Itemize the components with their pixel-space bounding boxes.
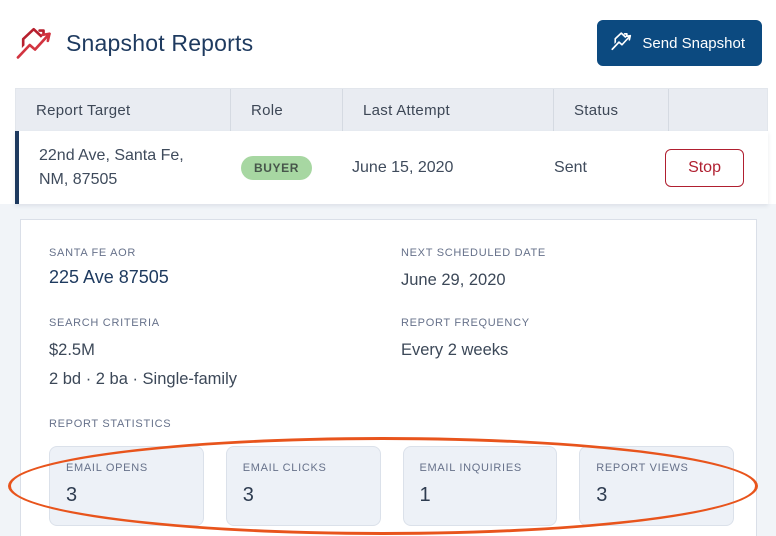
stat-report-views: REPORT VIEWS 3	[579, 445, 734, 526]
stat-email-opens: EMAIL OPENS 3	[49, 445, 204, 526]
stat-email-clicks: EMAIL CLICKS 3	[225, 445, 381, 526]
next-scheduled-label: NEXT SCHEDULED DATE	[401, 247, 546, 259]
stat-value: 3	[596, 483, 608, 506]
stat-label: REPORT VIEWS	[596, 461, 689, 474]
frequency-field: REPORT FREQUENCY Every 2 weeks	[401, 317, 734, 393]
table-row[interactable]: 22nd Ave, Santa Fe, NM, 87505 BUYER June…	[15, 131, 768, 204]
stat-value: 1	[419, 483, 431, 506]
column-header-role: Role	[231, 89, 343, 131]
stat-label: EMAIL OPENS	[66, 461, 148, 474]
buyer-role-badge: BUYER	[241, 155, 313, 180]
column-header-actions	[669, 89, 767, 131]
aor-label: SANTA FE AOR	[49, 247, 137, 259]
column-header-report-target: Report Target	[16, 89, 231, 131]
send-snapshot-button[interactable]: Send Snapshot	[597, 20, 762, 66]
report-detail-panel: SANTA FE AOR 225 Ave 87505 NEXT SCHEDULE…	[8, 219, 758, 536]
snapshot-house-trend-icon	[14, 22, 56, 64]
column-header-status: Status	[554, 89, 669, 131]
page-header: Snapshot Reports Send Snapshot	[0, 0, 776, 88]
action-cell: Stop	[645, 137, 768, 199]
table-header-row: Report Target Role Last Attempt Status	[15, 88, 768, 131]
stat-label: EMAIL CLICKS	[242, 461, 327, 474]
stop-button[interactable]: Stop	[665, 148, 744, 187]
role-cell: BUYER	[221, 144, 332, 192]
search-criteria-specs: 2 bd · 2 ba · Single-family	[49, 370, 238, 389]
aor-field: SANTA FE AOR 225 Ave 87505	[49, 247, 401, 294]
search-criteria-label: SEARCH CRITERIA	[49, 316, 160, 329]
stat-email-inquiries: EMAIL INQUIRIES 1	[402, 445, 558, 526]
aor-address-link[interactable]: 225 Ave 87505	[49, 267, 169, 287]
search-criteria-field: SEARCH CRITERIA $2.5M 2 bd · 2 ba · Sing…	[49, 317, 401, 393]
stat-value: 3	[66, 483, 78, 506]
column-header-last-attempt: Last Attempt	[343, 89, 554, 131]
frequency-label: REPORT FREQUENCY	[401, 316, 530, 329]
report-statistics-label: REPORT STATISTICS	[49, 417, 172, 430]
frequency-value: Every 2 weeks	[401, 340, 509, 359]
page-title: Snapshot Reports	[66, 29, 254, 56]
status-cell: Sent	[554, 158, 587, 176]
last-attempt-cell: June 15, 2020	[352, 158, 454, 176]
snapshot-reports-table: Report Target Role Last Attempt Status 2…	[15, 88, 768, 204]
stat-value: 3	[242, 483, 254, 506]
next-scheduled-field: NEXT SCHEDULED DATE June 29, 2020	[401, 247, 734, 294]
report-target-cell: 22nd Ave, Santa Fe, NM, 87505	[39, 147, 184, 188]
next-scheduled-value: June 29, 2020	[401, 271, 506, 289]
stat-label: EMAIL INQUIRIES	[419, 461, 522, 474]
send-snapshot-label: Send Snapshot	[642, 34, 745, 52]
detail-area: SANTA FE AOR 225 Ave 87505 NEXT SCHEDULE…	[0, 204, 776, 536]
search-criteria-price: $2.5M	[49, 340, 95, 359]
report-statistics-section: EMAIL OPENS 3 EMAIL CLICKS 3 EMAIL INQUI…	[8, 436, 758, 535]
send-snapshot-icon	[610, 29, 634, 57]
